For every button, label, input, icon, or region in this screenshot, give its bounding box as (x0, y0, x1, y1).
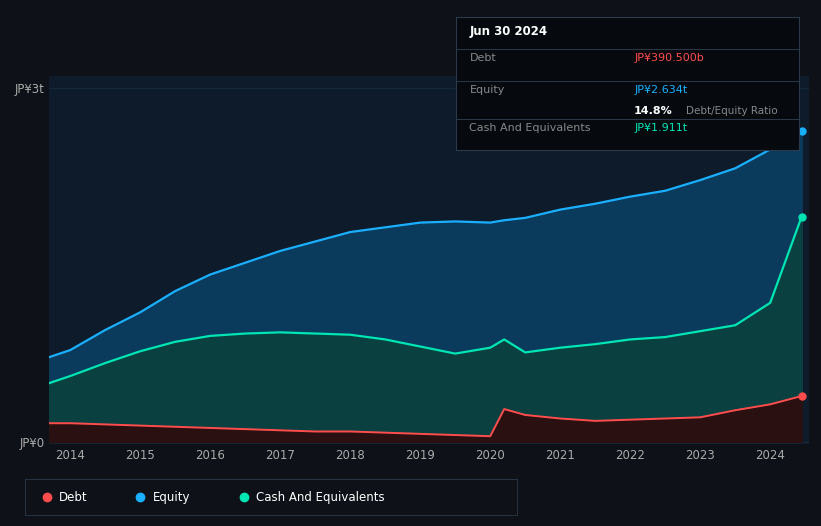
Text: 14.8%: 14.8% (634, 106, 673, 116)
Text: Cash And Equivalents: Cash And Equivalents (256, 491, 385, 503)
Text: JP¥2.634t: JP¥2.634t (634, 85, 687, 95)
Text: Equity: Equity (153, 491, 190, 503)
Text: Jun 30 2024: Jun 30 2024 (470, 25, 548, 38)
Text: Cash And Equivalents: Cash And Equivalents (470, 124, 591, 134)
Text: Debt: Debt (470, 53, 496, 63)
Text: Debt: Debt (59, 491, 88, 503)
Text: JP¥1.911t: JP¥1.911t (634, 124, 687, 134)
Text: JP¥390.500b: JP¥390.500b (634, 53, 704, 63)
Text: Equity: Equity (470, 85, 505, 95)
Text: Debt/Equity Ratio: Debt/Equity Ratio (686, 106, 777, 116)
